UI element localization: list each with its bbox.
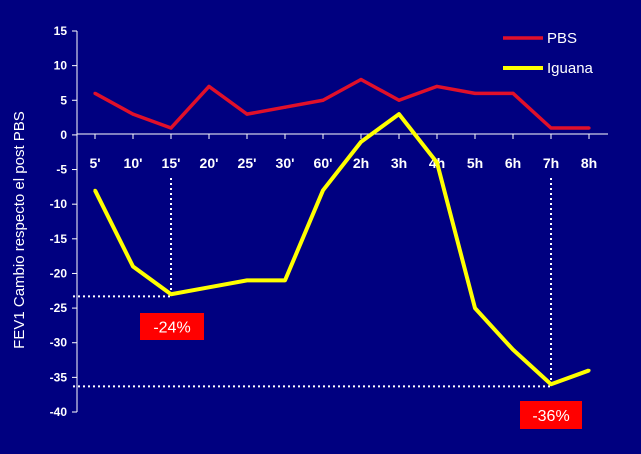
series-line-pbs <box>94 77 589 130</box>
x-tick-label-20: 20' <box>200 155 219 171</box>
data-point-iguana <box>511 348 515 352</box>
data-point-iguana <box>93 188 97 192</box>
y-tick-label: -10 <box>50 197 68 211</box>
reference-lines <box>73 178 552 388</box>
x-tick-label-6h: 6h <box>505 155 521 171</box>
data-point-pbs <box>473 91 477 95</box>
data-point-iguana <box>549 382 553 386</box>
y-tick-label: 10 <box>54 59 68 73</box>
data-point-iguana <box>473 306 477 310</box>
y-tick-label: -25 <box>50 301 68 315</box>
data-point-iguana <box>207 285 211 289</box>
data-point-pbs <box>283 105 287 109</box>
data-point-pbs <box>397 98 401 102</box>
data-point-pbs <box>207 84 211 89</box>
legend-label-iguana: Iguana <box>547 60 594 77</box>
x-tick-label-30: 30' <box>276 155 295 171</box>
data-point-iguana <box>169 292 173 296</box>
data-point-pbs <box>245 112 249 116</box>
data-point-pbs <box>131 112 135 116</box>
x-tick-label-25: 25' <box>238 155 257 171</box>
data-point-iguana <box>397 112 401 116</box>
x-tick-label-5: 5' <box>89 155 100 171</box>
annotation-label: -36% <box>532 408 569 425</box>
y-tick-label: -35 <box>50 370 68 384</box>
data-point-iguana <box>587 368 591 373</box>
annotation-box <box>140 313 204 340</box>
y-axis-label: FEV1 Cambio respecto el post PBS <box>11 111 28 349</box>
data-point-iguana <box>131 264 135 269</box>
data-point-pbs <box>435 84 439 89</box>
x-tick-label-5h: 5h <box>467 155 483 171</box>
data-point-pbs <box>511 91 515 95</box>
data-point-pbs <box>321 98 325 102</box>
y-tick-label: 15 <box>54 24 68 38</box>
legend: PBS Iguana <box>503 30 594 77</box>
data-point-pbs <box>549 126 553 130</box>
data-point-iguana <box>283 278 287 282</box>
series-line-iguana <box>93 112 590 387</box>
legend-label-pbs: PBS <box>547 30 577 47</box>
y-tick-label: 0 <box>60 128 67 142</box>
annotation-box <box>520 401 582 429</box>
data-point-pbs <box>587 126 591 130</box>
data-point-pbs <box>359 77 363 82</box>
y-tick-label: -30 <box>50 336 68 350</box>
annotations: -24% -36% <box>140 313 582 429</box>
y-axis: 15 10 5 0 -5 -10 -15 -20 -25 -30 -35 -40 <box>50 24 78 419</box>
data-point-iguana <box>321 188 325 192</box>
x-tick-label-2h: 2h <box>353 155 369 171</box>
y-tick-label: -5 <box>56 163 67 177</box>
data-point-iguana <box>245 278 249 282</box>
x-tick-label-15: 15' <box>162 155 181 171</box>
annotation-label: -24% <box>153 320 190 337</box>
data-point-pbs <box>93 91 97 95</box>
x-tick-label-10: 10' <box>124 155 143 171</box>
x-tick-label-7h: 7h <box>543 155 559 171</box>
data-point-iguana <box>435 161 439 165</box>
x-tick-label-60: 60' <box>314 155 333 171</box>
y-tick-label: 5 <box>60 93 67 107</box>
x-tick-label-8h: 8h <box>581 155 597 171</box>
data-point-pbs <box>169 126 173 130</box>
y-tick-label: -15 <box>50 232 68 246</box>
y-tick-label: -40 <box>50 405 68 419</box>
y-tick-label: -20 <box>50 266 68 280</box>
data-point-iguana <box>359 140 363 144</box>
series-layer <box>93 77 591 387</box>
x-tick-label-3h: 3h <box>391 155 407 171</box>
